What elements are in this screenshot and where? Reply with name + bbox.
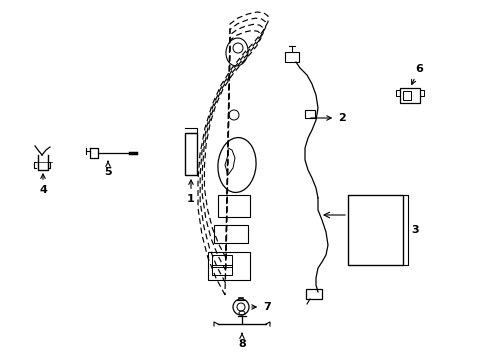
Text: 3: 3 [410,225,418,235]
Bar [218,195,249,217]
Text: 1: 1 [187,180,195,204]
Bar [207,252,249,280]
Bar [212,255,231,267]
Text: 6: 6 [411,64,422,84]
Bar [305,289,321,299]
Text: 7: 7 [251,302,270,312]
Text: 8: 8 [238,333,245,349]
Bar [305,110,314,118]
Text: 4: 4 [39,174,47,195]
Bar [402,91,410,100]
Bar [399,88,419,103]
Bar [347,195,402,265]
Bar [212,265,231,275]
Bar [285,52,298,62]
Bar [214,225,247,243]
Text: 5: 5 [104,161,112,177]
Text: 2: 2 [310,113,345,123]
Bar [184,133,197,175]
